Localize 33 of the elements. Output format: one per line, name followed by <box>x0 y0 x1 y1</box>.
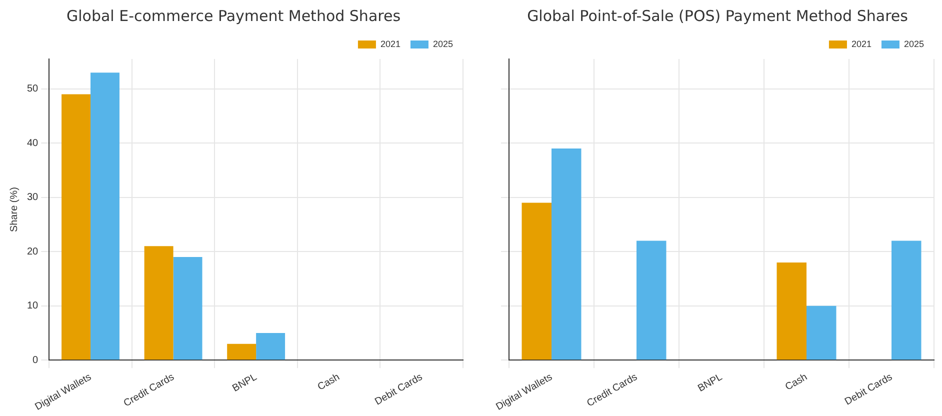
bar <box>90 72 120 360</box>
legend-label: 2025 <box>904 38 924 49</box>
y-tick-label: 10 <box>27 300 39 312</box>
x-tick-label: Debit Cards <box>373 372 424 408</box>
chart-title: Global Point-of-Sale (POS) Payment Method Shares <box>527 6 908 25</box>
x-tick-label: Cash <box>784 372 810 393</box>
x-tick-label: Cash <box>316 372 342 393</box>
x-tick-label: BNPL <box>230 372 260 394</box>
bar <box>636 240 666 360</box>
bar <box>892 240 922 360</box>
y-tick-label: 20 <box>27 246 39 258</box>
bar <box>552 148 582 360</box>
bar <box>806 306 836 360</box>
x-tick-label: Credit Cards <box>585 372 640 410</box>
y-tick-label: 30 <box>27 192 39 204</box>
x-tick-label: Credit Cards <box>122 372 176 410</box>
bar <box>227 344 256 360</box>
bar <box>144 246 174 360</box>
y-tick-label: 50 <box>27 84 39 95</box>
bar <box>776 262 806 360</box>
bar <box>256 332 286 360</box>
bar <box>522 202 552 360</box>
legend-label: 2025 <box>432 38 454 49</box>
y-axis-title: Share (%) <box>8 187 20 232</box>
bar <box>62 94 91 360</box>
y-tick-label: 0 <box>32 354 39 366</box>
x-tick-label: Debit Cards <box>843 372 894 408</box>
legend-label: 2021 <box>851 38 872 49</box>
legend-label: 2021 <box>380 38 400 49</box>
y-tick-label: 40 <box>27 138 39 149</box>
bar <box>173 257 202 360</box>
x-tick-label: BNPL <box>696 372 725 394</box>
chart-title: Global E-commerce Payment Method Shares <box>66 6 401 25</box>
